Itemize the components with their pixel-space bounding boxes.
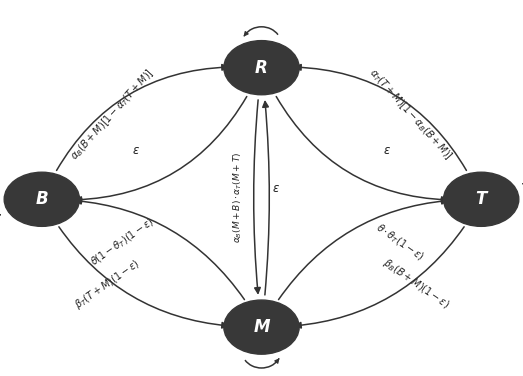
Circle shape	[4, 172, 79, 226]
Text: $\epsilon$: $\epsilon$	[383, 144, 391, 157]
Text: M: M	[253, 318, 270, 336]
Text: $\epsilon$: $\epsilon$	[272, 182, 280, 194]
Text: $\theta(1 - \theta_T)(1 - \epsilon)$: $\theta(1 - \theta_T)(1 - \epsilon)$	[88, 215, 157, 270]
Text: $\alpha_B(M + B)\cdot\alpha_T(M + T)$: $\alpha_B(M + B)\cdot\alpha_T(M + T)$	[232, 152, 244, 243]
Text: T: T	[475, 190, 487, 208]
Circle shape	[224, 300, 299, 354]
Text: $\beta_T(T + M)(1 - \epsilon)$: $\beta_T(T + M)(1 - \epsilon)$	[72, 256, 143, 312]
Text: $\beta_B(B + M)(1 - \epsilon)$: $\beta_B(B + M)(1 - \epsilon)$	[380, 256, 452, 312]
Circle shape	[444, 172, 519, 226]
Text: R: R	[255, 59, 268, 77]
Text: $\epsilon$: $\epsilon$	[132, 144, 140, 157]
Text: $\theta\cdot\theta_T(1 - \epsilon)$: $\theta\cdot\theta_T(1 - \epsilon)$	[373, 221, 427, 264]
Text: $\alpha_B(B + M)[1 - \alpha_T(T + M)]$: $\alpha_B(B + M)[1 - \alpha_T(T + M)]$	[68, 66, 157, 163]
Circle shape	[224, 41, 299, 95]
Text: B: B	[36, 190, 48, 208]
Text: $\alpha_T(T + M)[1 - \alpha_B(B + M)]$: $\alpha_T(T + M)[1 - \alpha_B(B + M)]$	[366, 66, 455, 163]
